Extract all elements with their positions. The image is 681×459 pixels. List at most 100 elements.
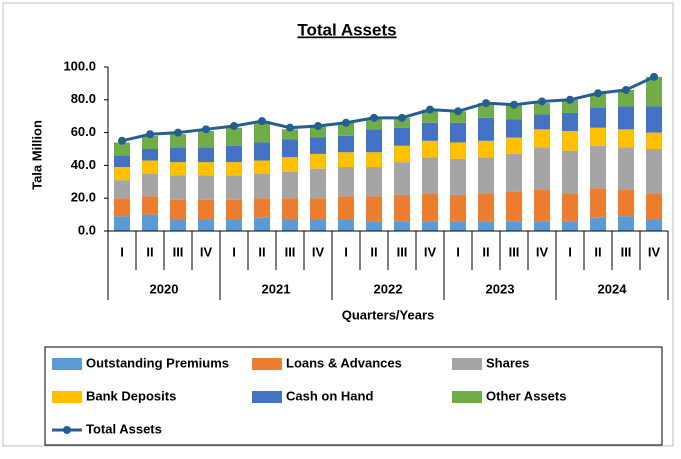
bar-segment	[394, 117, 410, 128]
bar-segment	[170, 219, 186, 231]
line-marker	[370, 113, 378, 122]
legend-label: Other Assets	[486, 388, 566, 403]
year-label: 2023	[486, 281, 515, 296]
bar-segment	[366, 152, 382, 168]
chart-title: Total Assets	[297, 20, 396, 39]
legend-label: Shares	[486, 355, 529, 370]
bar-segment	[310, 126, 326, 138]
bar-segment	[282, 171, 298, 199]
legend-swatch	[252, 358, 282, 370]
bar-segment	[114, 216, 130, 231]
bar-segment	[394, 194, 410, 222]
total-line	[121, 75, 655, 143]
year-label: 2024	[598, 281, 628, 296]
legend-swatch	[52, 358, 82, 370]
line-marker	[510, 100, 518, 109]
bar-segment	[366, 221, 382, 231]
bar-segment	[226, 199, 242, 220]
line-marker	[650, 72, 658, 81]
bar-segment	[562, 150, 578, 194]
bar-segment	[170, 199, 186, 220]
bar-segment	[618, 129, 634, 148]
bar-segment	[450, 158, 466, 195]
bar-segment	[114, 142, 130, 156]
line-marker	[594, 89, 602, 98]
bar-segment	[618, 216, 634, 231]
bar-segment	[422, 140, 438, 158]
bar-segment	[254, 142, 270, 161]
x-tick-label: III	[397, 244, 408, 259]
x-tick-label: I	[568, 244, 572, 259]
line-marker	[230, 122, 238, 131]
legend-box	[44, 346, 663, 446]
legend-marker	[63, 426, 71, 434]
bar-segment	[310, 168, 326, 199]
bar-segment	[562, 193, 578, 222]
bar-segment	[254, 121, 270, 143]
legend-swatch	[452, 391, 482, 403]
bar-segment	[646, 76, 662, 107]
bar-segment	[478, 103, 494, 118]
legend-label: Outstanding Premiums	[86, 355, 229, 370]
y-tick-label: 60.0	[71, 124, 96, 139]
x-tick-label: IV	[312, 244, 325, 259]
bar-segment	[394, 221, 410, 231]
bar-segment	[646, 193, 662, 220]
bar-segment	[478, 221, 494, 231]
bar-segment	[478, 193, 494, 222]
bar-segment	[478, 157, 494, 194]
bar-segment	[506, 153, 522, 192]
bar-segment	[534, 129, 550, 148]
line-marker	[538, 97, 546, 106]
bar-segment	[422, 122, 438, 141]
bar-segment	[534, 114, 550, 130]
y-tick-label: 100.0	[63, 58, 96, 73]
bar-segment	[254, 160, 270, 174]
line-marker	[286, 123, 294, 132]
bar-segment	[422, 221, 438, 231]
line-marker	[566, 95, 574, 104]
line-marker	[174, 128, 182, 137]
bar-segment	[618, 147, 634, 190]
bar-segment	[366, 167, 382, 197]
line-marker	[398, 113, 406, 122]
legend-label: Cash on Hand	[286, 388, 373, 403]
bar-segment	[478, 117, 494, 141]
x-tick-label: III	[621, 244, 632, 259]
bar-segment	[590, 108, 606, 128]
bar-segment	[282, 157, 298, 172]
legend-label: Loans & Advances	[286, 355, 402, 370]
legend-swatch	[252, 391, 282, 403]
bar-segment	[198, 175, 214, 200]
bar-segment	[142, 173, 158, 197]
x-tick-label: I	[344, 244, 348, 259]
legend-swatch	[52, 391, 82, 403]
bar-segment	[114, 167, 130, 181]
bar-segment	[394, 145, 410, 163]
bar-segment	[590, 93, 606, 108]
bar-segment	[646, 219, 662, 231]
bar-segment	[254, 198, 270, 218]
bar-segment	[534, 190, 550, 222]
bar-segment	[422, 109, 438, 123]
legend-label: Bank Deposits	[86, 388, 176, 403]
bar-segment	[226, 162, 242, 176]
line-marker	[146, 130, 154, 139]
line-marker	[342, 118, 350, 127]
x-tick-label: II	[482, 244, 489, 259]
bar-segment	[310, 198, 326, 220]
x-tick-label: IV	[648, 244, 661, 259]
bar-segment	[534, 103, 550, 115]
bar-segment	[254, 173, 270, 199]
x-tick-label: II	[258, 244, 265, 259]
x-tick-label: I	[232, 244, 236, 259]
bar-segment	[618, 89, 634, 107]
bar-segment	[198, 162, 214, 176]
x-tick-label: III	[285, 244, 296, 259]
bar-segment	[366, 129, 382, 153]
bar-segment	[226, 145, 242, 163]
bar-segment	[646, 132, 662, 149]
bar-segment	[198, 199, 214, 220]
bar-segment	[142, 196, 158, 215]
bar-segment	[618, 106, 634, 130]
